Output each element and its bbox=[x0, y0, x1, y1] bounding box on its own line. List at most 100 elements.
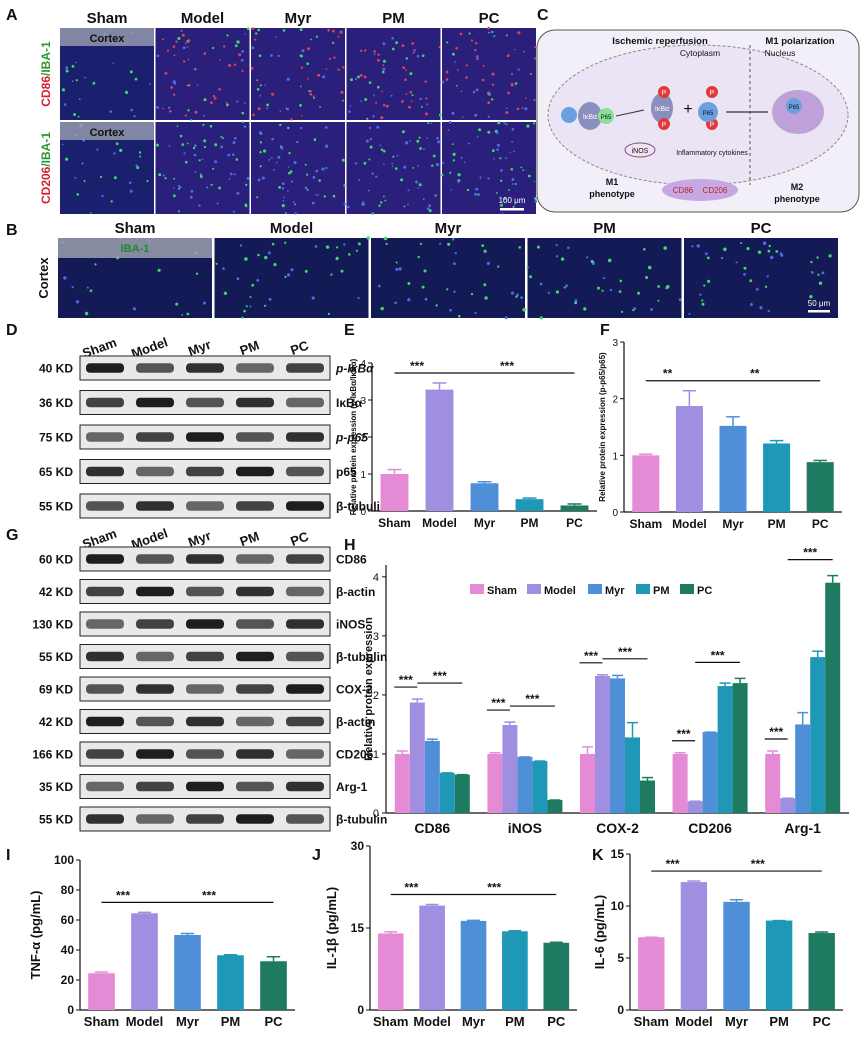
cell-dot bbox=[241, 316, 244, 319]
cell-dot bbox=[181, 313, 184, 316]
cell-dot bbox=[225, 102, 228, 104]
micrograph-tile bbox=[346, 122, 441, 214]
x-tick-label: COX-2 bbox=[596, 820, 639, 836]
cell-dot bbox=[368, 81, 372, 84]
bar-Arg-1-Myr bbox=[795, 724, 811, 813]
blot-band bbox=[136, 684, 174, 694]
cell-dot bbox=[373, 50, 376, 53]
cell-dot bbox=[214, 97, 217, 100]
cell-membrane bbox=[547, 44, 849, 186]
bar-CD86-Model bbox=[409, 702, 425, 813]
cell-dot bbox=[290, 268, 294, 272]
bar-COX-2-PC bbox=[640, 780, 655, 813]
cell-dot bbox=[391, 47, 395, 51]
cell-dot bbox=[173, 93, 176, 96]
lane-label: PM bbox=[238, 337, 261, 358]
protein-label: β-tubulin bbox=[336, 650, 387, 664]
cell-dot bbox=[609, 288, 613, 292]
cell-dot bbox=[214, 160, 218, 164]
significance-label: *** bbox=[487, 880, 501, 894]
cell-dot bbox=[282, 200, 285, 202]
cortex-overlay bbox=[60, 28, 154, 46]
cell-dot bbox=[194, 110, 198, 114]
cell-dot bbox=[179, 134, 183, 138]
cell-dot bbox=[417, 187, 420, 189]
cell-dot bbox=[343, 202, 347, 206]
cell-dot bbox=[156, 143, 159, 147]
x-tick-label: PC bbox=[812, 517, 829, 531]
cell-dot bbox=[372, 115, 375, 118]
blot-band bbox=[286, 432, 324, 442]
y-tick-label: 40 bbox=[61, 943, 75, 957]
blot-band bbox=[286, 814, 324, 824]
cell-dot bbox=[508, 189, 510, 191]
cell-dot bbox=[547, 291, 550, 294]
cell-dot bbox=[511, 127, 515, 131]
cell-dot bbox=[423, 269, 427, 273]
significance-label: *** bbox=[433, 669, 447, 683]
cell-dot bbox=[828, 254, 832, 258]
cell-dot bbox=[133, 115, 136, 118]
cell-dot bbox=[182, 46, 186, 50]
x-tick-label: Myr bbox=[176, 1014, 199, 1029]
cell-dot bbox=[198, 159, 201, 162]
cell-dot bbox=[249, 305, 252, 308]
cell-dot bbox=[495, 192, 498, 194]
y-tick-label: 80 bbox=[61, 883, 75, 897]
x-tick-label: PM bbox=[505, 1014, 525, 1029]
legend-swatch bbox=[680, 584, 694, 594]
cell-dot bbox=[691, 245, 694, 248]
panel-letter-I: I bbox=[6, 847, 10, 864]
cell-dot bbox=[332, 41, 335, 45]
cell-dot bbox=[290, 118, 293, 121]
cell-dot bbox=[304, 163, 307, 166]
cell-dot bbox=[214, 143, 218, 147]
cell-dot bbox=[382, 59, 386, 63]
significance-label: *** bbox=[202, 888, 216, 902]
blot-band bbox=[86, 749, 124, 759]
panel-a-row-label: CD206/IBA-1 bbox=[39, 132, 53, 204]
cell-dot bbox=[607, 258, 612, 263]
cell-dot bbox=[394, 301, 397, 305]
cell-dot bbox=[309, 90, 312, 93]
cell-dot bbox=[574, 301, 578, 305]
cell-dot bbox=[166, 49, 169, 52]
cell-dot bbox=[534, 197, 538, 200]
cell-dot bbox=[275, 36, 278, 38]
cell-dot bbox=[583, 307, 587, 311]
blot-band bbox=[286, 466, 324, 477]
cell-dot bbox=[357, 242, 361, 246]
cell-dot bbox=[340, 90, 344, 94]
region-label: Cortex bbox=[90, 127, 126, 139]
blot-band bbox=[236, 363, 274, 373]
cell-dot bbox=[809, 295, 813, 299]
region-label: Cortex bbox=[90, 33, 126, 45]
blot-band bbox=[136, 466, 174, 477]
cell-dot bbox=[368, 158, 371, 161]
cell-dot bbox=[436, 136, 439, 140]
cell-dot bbox=[491, 72, 495, 76]
cell-dot bbox=[701, 302, 705, 306]
cell-dot bbox=[567, 246, 570, 250]
cell-dot bbox=[184, 42, 187, 45]
x-tick-label: Sham bbox=[84, 1014, 119, 1029]
cell-dot bbox=[810, 260, 813, 264]
cell-dot bbox=[696, 244, 700, 248]
blot-band bbox=[236, 749, 274, 759]
cell-dot bbox=[206, 186, 209, 189]
cell-dot bbox=[257, 28, 261, 32]
protein-label: CD86 bbox=[336, 552, 367, 566]
cell-dot bbox=[755, 288, 759, 291]
cell-dot bbox=[259, 84, 262, 87]
cell-dot bbox=[324, 144, 329, 148]
cell-dot bbox=[395, 267, 399, 271]
cell-dot bbox=[520, 166, 523, 169]
bar-PC bbox=[543, 942, 570, 1010]
kd-label: 36 KD bbox=[39, 396, 73, 410]
blot-band bbox=[236, 651, 274, 662]
cell-dot bbox=[404, 78, 407, 82]
y-tick-label: 3 bbox=[612, 338, 618, 349]
cell-dot bbox=[183, 60, 186, 63]
cell-dot bbox=[289, 170, 293, 173]
blot-band bbox=[86, 814, 124, 824]
